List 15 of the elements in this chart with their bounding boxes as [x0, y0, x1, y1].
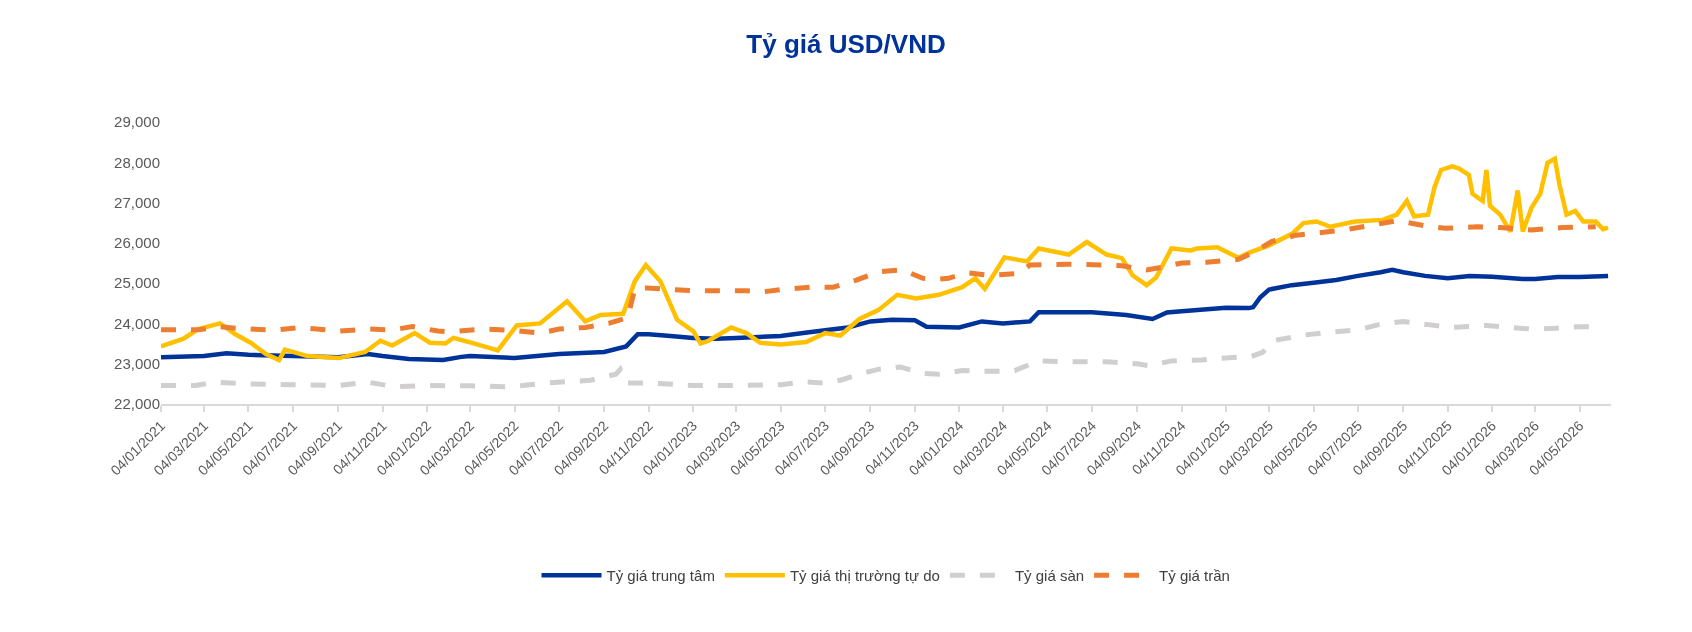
y-tick-label: 23,000 — [114, 354, 160, 372]
legend-label: Tỷ giá thị trường tự do — [789, 567, 940, 585]
line-series — [161, 156, 1611, 363]
y-tick-label: 29,000 — [114, 113, 160, 131]
y-tick-label: 26,000 — [114, 234, 160, 252]
y-tick-label: 22,000 — [114, 395, 160, 413]
legend-label: Tỷ giá trung tâm — [606, 567, 715, 585]
y-tick-label: 24,000 — [114, 314, 160, 332]
line-series — [161, 267, 1611, 363]
y-tick-label: 25,000 — [114, 274, 160, 292]
legend-label: Tỷ giá sàn — [1014, 567, 1085, 585]
y-tick-label: 27,000 — [114, 193, 160, 211]
y-tick-label: 28,000 — [114, 153, 160, 171]
chart-title: Tỷ giá USD/VND — [746, 29, 946, 60]
legend-label: Tỷ giá trần — [1159, 567, 1230, 585]
